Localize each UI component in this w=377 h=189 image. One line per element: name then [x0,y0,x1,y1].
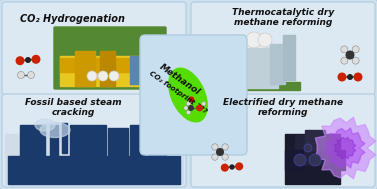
Polygon shape [326,128,365,168]
Circle shape [202,102,206,106]
Circle shape [246,32,262,48]
Circle shape [180,75,188,84]
Circle shape [186,101,191,106]
Circle shape [221,163,229,172]
Bar [130,125,145,160]
Circle shape [354,73,363,81]
Circle shape [17,71,25,78]
Circle shape [235,162,243,170]
Circle shape [189,97,193,102]
FancyBboxPatch shape [2,2,186,95]
Bar [148,130,166,158]
Bar [75,51,95,86]
Bar [283,35,295,80]
Bar [143,56,151,80]
Circle shape [222,154,228,160]
FancyBboxPatch shape [191,2,375,95]
Text: Fossil based steam
cracking: Fossil based steam cracking [25,98,121,117]
Circle shape [212,154,218,160]
Circle shape [341,57,348,64]
Circle shape [216,148,224,156]
Bar [285,150,303,170]
FancyBboxPatch shape [54,27,166,89]
Bar [70,125,100,160]
Bar [60,58,140,72]
Polygon shape [315,117,376,179]
Bar [230,35,242,80]
Circle shape [229,164,235,170]
Bar [100,51,115,86]
Text: Electrified dry methane
reforming: Electrified dry methane reforming [223,98,343,117]
Polygon shape [77,155,93,175]
Bar [215,45,233,85]
FancyBboxPatch shape [140,35,247,155]
Circle shape [184,106,188,110]
Text: CO₂ Hydrogenation: CO₂ Hydrogenation [20,14,126,24]
Circle shape [347,74,353,80]
Circle shape [196,105,203,111]
Polygon shape [335,137,356,159]
Circle shape [87,71,97,81]
Circle shape [309,154,321,166]
Circle shape [188,105,194,111]
Bar [30,126,36,156]
Circle shape [258,33,272,47]
Bar [305,130,325,150]
FancyBboxPatch shape [191,94,375,187]
Bar [238,48,278,88]
Circle shape [337,73,346,81]
Bar [285,134,340,184]
Bar [130,56,142,84]
Circle shape [345,50,354,60]
Circle shape [233,43,257,67]
Circle shape [28,71,35,78]
Bar [60,56,140,86]
Circle shape [222,144,228,150]
FancyBboxPatch shape [2,94,186,187]
Circle shape [341,46,348,53]
Polygon shape [112,152,128,172]
Bar [50,125,58,158]
Circle shape [266,46,284,64]
Circle shape [192,79,198,85]
Circle shape [188,77,195,84]
Bar [295,135,330,165]
Text: CO₂ footprint ???: CO₂ footprint ??? [148,70,208,114]
Ellipse shape [35,119,55,131]
Circle shape [250,45,270,65]
Text: Thermocatalytic dry
methane reforming: Thermocatalytic dry methane reforming [232,8,334,27]
Bar [330,150,345,170]
Circle shape [25,57,31,63]
Circle shape [15,56,25,65]
Bar [20,125,45,160]
Circle shape [98,71,108,81]
Circle shape [186,110,191,115]
Bar [5,134,183,184]
Bar [210,82,300,90]
Circle shape [184,76,192,84]
Circle shape [294,154,306,166]
Circle shape [177,77,186,86]
Bar [8,156,180,184]
Ellipse shape [169,68,207,122]
Bar [62,123,67,153]
Bar [100,125,106,155]
Ellipse shape [40,122,70,138]
Circle shape [31,55,40,64]
Bar [108,128,128,158]
Circle shape [352,46,359,53]
Bar [270,44,285,84]
Circle shape [212,144,218,150]
Circle shape [352,57,359,64]
Circle shape [109,71,119,81]
Circle shape [304,144,312,152]
Text: Methanol: Methanol [158,63,202,97]
